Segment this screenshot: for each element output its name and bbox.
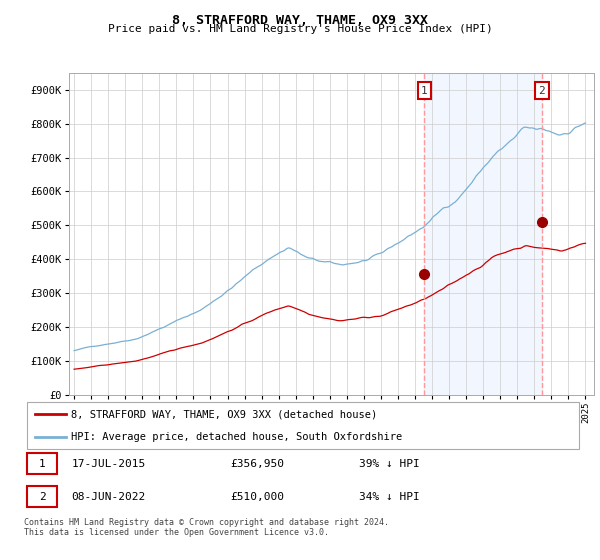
Text: £356,950: £356,950 bbox=[230, 459, 284, 469]
Text: Contains HM Land Registry data © Crown copyright and database right 2024.
This d: Contains HM Land Registry data © Crown c… bbox=[24, 518, 389, 538]
Text: 34% ↓ HPI: 34% ↓ HPI bbox=[359, 492, 419, 502]
Text: 2: 2 bbox=[39, 492, 46, 502]
Bar bbox=[424, 73, 542, 395]
Text: 2: 2 bbox=[538, 86, 545, 96]
Text: 17-JUL-2015: 17-JUL-2015 bbox=[71, 459, 146, 469]
Text: 1: 1 bbox=[421, 86, 428, 96]
Text: 1: 1 bbox=[39, 459, 46, 469]
Text: Price paid vs. HM Land Registry's House Price Index (HPI): Price paid vs. HM Land Registry's House … bbox=[107, 24, 493, 34]
Text: 8, STRAFFORD WAY, THAME, OX9 3XX: 8, STRAFFORD WAY, THAME, OX9 3XX bbox=[172, 14, 428, 27]
Text: £510,000: £510,000 bbox=[230, 492, 284, 502]
Text: HPI: Average price, detached house, South Oxfordshire: HPI: Average price, detached house, Sout… bbox=[71, 432, 403, 442]
Text: 39% ↓ HPI: 39% ↓ HPI bbox=[359, 459, 419, 469]
Text: 8, STRAFFORD WAY, THAME, OX9 3XX (detached house): 8, STRAFFORD WAY, THAME, OX9 3XX (detach… bbox=[71, 409, 377, 419]
Bar bbox=[27, 487, 58, 507]
Text: 08-JUN-2022: 08-JUN-2022 bbox=[71, 492, 146, 502]
Bar bbox=[27, 454, 58, 474]
